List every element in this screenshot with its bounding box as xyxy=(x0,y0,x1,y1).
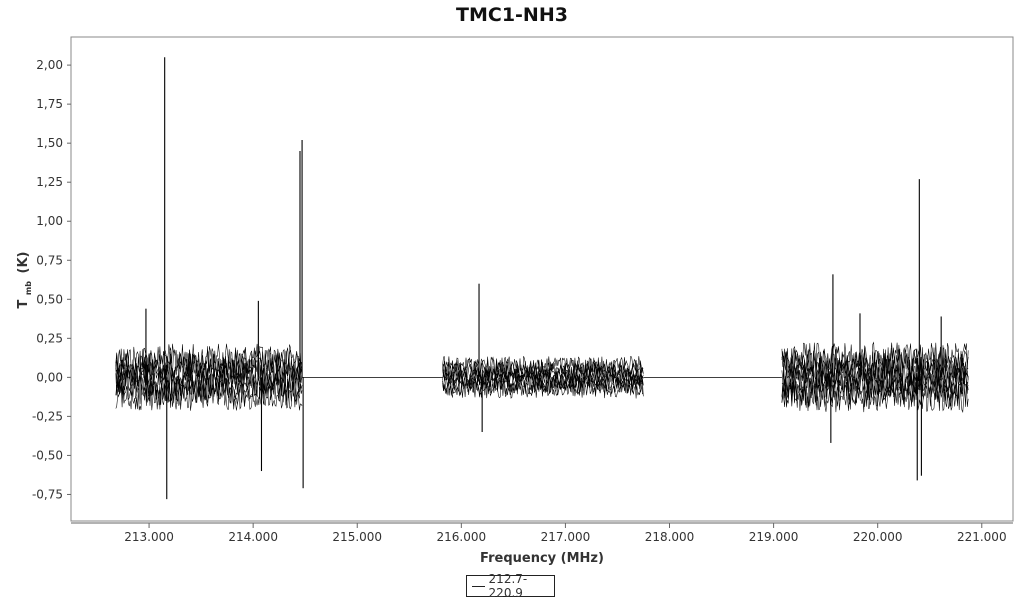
legend-swatch xyxy=(472,585,485,587)
y-tick-label: 2,00 xyxy=(36,58,63,72)
spectrum-noise-trace xyxy=(781,381,969,413)
spectrum-noise-trace xyxy=(781,371,969,403)
y-tick-label: -0,50 xyxy=(32,448,63,462)
x-tick-label: 214.000 xyxy=(228,530,278,544)
y-tick-label: 0,00 xyxy=(36,370,63,384)
plot-frame xyxy=(70,36,1014,522)
spectrum-noise-trace xyxy=(115,381,303,411)
y-axis-label: T mb (K) xyxy=(16,252,35,309)
x-tick-label: 215.000 xyxy=(332,530,382,544)
y-tick-label: -0,25 xyxy=(32,409,63,423)
spectrum-noise-trace xyxy=(781,367,969,398)
y-tick-label: 1,25 xyxy=(36,175,63,189)
y-tick-label: 1,50 xyxy=(36,136,63,150)
spectrum-noise-trace xyxy=(442,379,644,399)
x-tick-label: 218.000 xyxy=(645,530,695,544)
x-tick-label: 219.000 xyxy=(749,530,799,544)
y-axis-label-unit: (K) xyxy=(16,252,31,274)
spectrum-noise-trace xyxy=(115,376,303,407)
x-axis-label: Frequency (MHz) xyxy=(480,551,604,566)
x-tick-label: 216.000 xyxy=(437,530,487,544)
y-tick-label: 0,75 xyxy=(36,253,63,267)
x-axis-ticks: 213.000 214.000 215.000 216.000 217.000 218.0… xyxy=(124,523,1007,544)
x-tick-label: 220.000 xyxy=(853,530,903,544)
legend-series-label: 212.7-220.9 xyxy=(488,572,528,600)
x-tick-label: 217.000 xyxy=(541,530,591,544)
y-tick-label: 1,00 xyxy=(36,214,63,228)
y-tick-label: 0,50 xyxy=(36,292,63,306)
y-tick-label: 0,25 xyxy=(36,331,63,345)
spectrum-noise-trace xyxy=(781,376,969,408)
series-layer xyxy=(115,57,969,500)
y-tick-label: 1,75 xyxy=(36,97,63,111)
y-axis-label-sub: mb xyxy=(24,281,33,295)
chart-title: TMC1-NH3 xyxy=(456,4,568,26)
legend: 212.7-220.9 xyxy=(466,572,555,600)
y-axis-label-main: T xyxy=(16,299,31,308)
x-tick-label: 221.000 xyxy=(957,530,1007,544)
y-tick-label: -0,75 xyxy=(32,487,63,501)
y-axis-ticks: -0,75 -0,50 -0,25 0,00 0,25 0,50 0,75 1,00 1,25 1… xyxy=(32,58,71,501)
spectrum-noise-trace xyxy=(115,362,303,393)
x-tick-label: 213.000 xyxy=(124,530,174,544)
